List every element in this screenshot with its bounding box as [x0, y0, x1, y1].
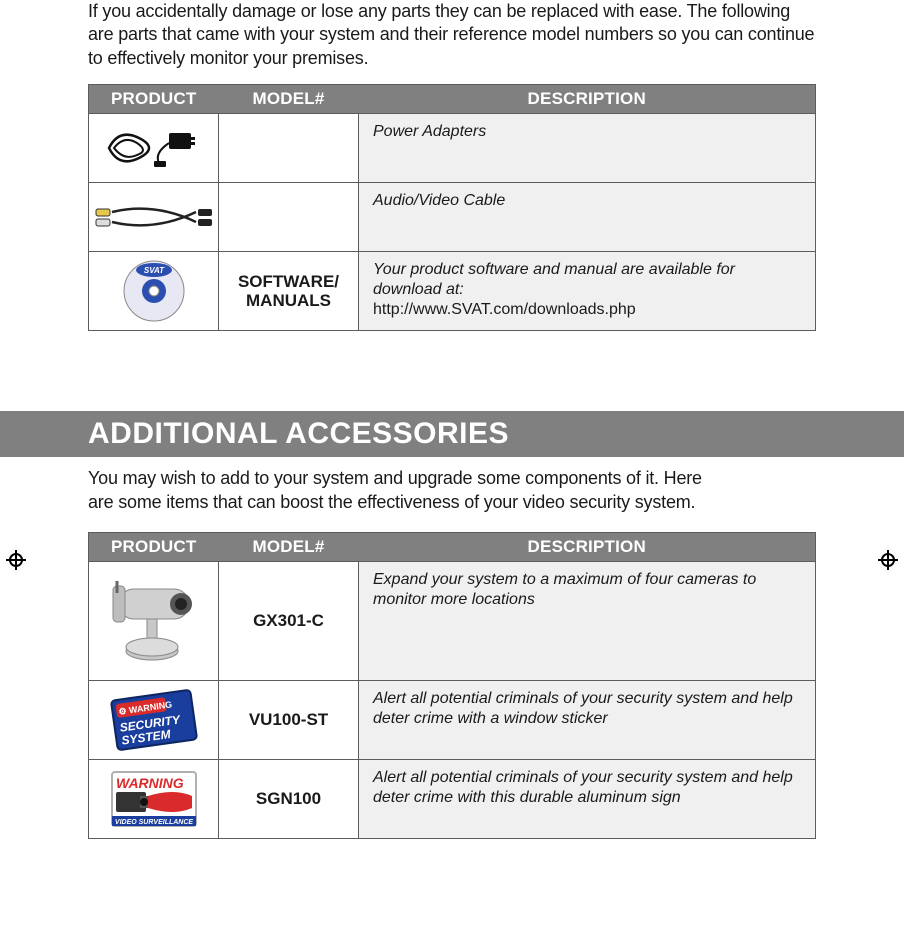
col-product-header: PRODUCT: [89, 532, 219, 561]
camera-icon: [93, 566, 214, 676]
col-product-header: PRODUCT: [89, 85, 219, 114]
svg-text:SVAT: SVAT: [143, 266, 164, 275]
accessories-table: PRODUCT MODEL# DESCRIPTION: [88, 532, 816, 839]
model-cell: SGN100: [219, 759, 359, 838]
model-cell: SOFTWARE/ MANUALS: [219, 252, 359, 331]
model-cell: [219, 114, 359, 183]
description-cell: Power Adapters: [359, 114, 816, 183]
accessories-title: ADDITIONAL ACCESSORIES: [0, 411, 904, 457]
col-description-header: DESCRIPTION: [359, 532, 816, 561]
software-disc-icon: SVAT: [93, 256, 214, 326]
model-cell: [219, 183, 359, 252]
svg-text:VIDEO SURVEILLANCE: VIDEO SURVEILLANCE: [114, 819, 193, 826]
col-description-header: DESCRIPTION: [359, 85, 816, 114]
model-cell: VU100-ST: [219, 680, 359, 759]
yard-sign-icon: WARNING VIDEO SURVEILLANCE: [93, 764, 214, 834]
description-cell: Alert all potential criminals of your se…: [359, 680, 816, 759]
registration-mark-icon: [6, 550, 26, 570]
col-model-header: MODEL#: [219, 532, 359, 561]
description-cell: Expand your system to a maximum of four …: [359, 561, 816, 680]
col-model-header: MODEL#: [219, 85, 359, 114]
window-sticker-icon: ⚙ WARNING SECURITY SYSTEM: [93, 685, 214, 755]
power-adapter-icon: [93, 118, 214, 178]
accessories-intro: You may wish to add to your system and u…: [88, 467, 708, 514]
download-url: http://www.SVAT.com/downloads.php: [373, 301, 636, 318]
replacement-parts-table: PRODUCT MODEL# DESCRIPTION: [88, 84, 816, 331]
description-cell: Your product software and manual are ava…: [359, 252, 816, 331]
description-cell: Audio/Video Cable: [359, 183, 816, 252]
av-cable-icon: [93, 187, 214, 247]
replacement-intro: If you accidentally damage or lose any p…: [88, 0, 816, 70]
registration-mark-icon: [878, 550, 898, 570]
model-cell: GX301-C: [219, 561, 359, 680]
svg-text:WARNING: WARNING: [116, 775, 184, 791]
accessories-banner: ADDITIONAL ACCESSORIES: [0, 411, 904, 457]
desc-italic: Your product software and manual are ava…: [373, 261, 735, 298]
description-cell: Alert all potential criminals of your se…: [359, 759, 816, 838]
